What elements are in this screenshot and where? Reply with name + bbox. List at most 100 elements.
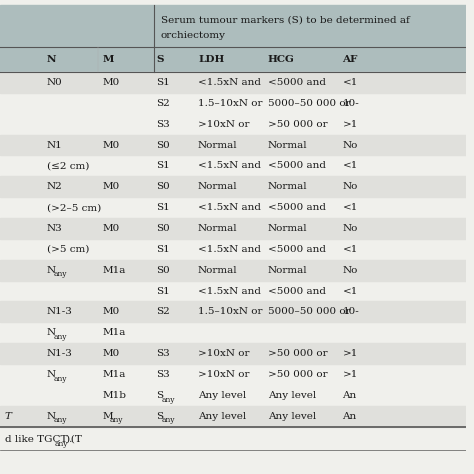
Text: Any level: Any level [268,412,316,420]
Text: Any level: Any level [268,391,316,400]
Text: any: any [161,396,175,403]
Text: M1a: M1a [102,266,126,274]
Bar [0,5,466,47]
Text: An: An [342,412,356,420]
Text: M1b: M1b [102,391,127,400]
Text: M0: M0 [102,308,120,316]
Text: <5000 and: <5000 and [268,78,326,87]
Text: No: No [342,224,358,233]
Text: 1.5–10xN or: 1.5–10xN or [198,308,263,316]
Text: S1: S1 [156,162,170,170]
Text: (>2–5 cm): (>2–5 cm) [46,203,101,212]
Text: 5000–50 000 or: 5000–50 000 or [268,99,350,108]
Text: M0: M0 [102,224,120,233]
Text: T: T [5,412,11,420]
Text: 5000–50 000 or: 5000–50 000 or [268,308,350,316]
Text: (≤2 cm): (≤2 cm) [46,162,89,170]
Text: (>5 cm): (>5 cm) [46,245,89,254]
Text: Normal: Normal [198,141,237,149]
Text: any: any [54,271,67,278]
Bar [0,72,466,93]
Text: any: any [161,417,175,424]
Text: <1.5xN and: <1.5xN and [198,287,261,295]
Text: No: No [342,141,358,149]
Text: N: N [46,266,56,274]
Text: <5000 and: <5000 and [268,287,326,295]
Text: M: M [102,412,113,420]
Bar [0,343,466,364]
Text: Normal: Normal [268,182,308,191]
Text: Any level: Any level [198,412,246,420]
Text: <1: <1 [342,162,358,170]
Bar [0,218,466,239]
Text: S0: S0 [156,182,170,191]
Text: 10-: 10- [342,99,359,108]
Text: any: any [54,417,67,424]
Text: any: any [54,375,67,383]
Text: >1: >1 [342,370,358,379]
Text: N: N [46,370,56,379]
Text: S3: S3 [156,370,170,379]
Text: <5000 and: <5000 and [268,162,326,170]
Text: any: any [55,440,68,447]
Text: N0: N0 [46,78,63,87]
Text: M0: M0 [102,78,120,87]
Text: >50 000 or: >50 000 or [268,370,328,379]
Text: N: N [46,412,56,420]
Text: LDH: LDH [198,55,224,64]
Text: Normal: Normal [198,182,237,191]
Text: N: N [46,55,56,64]
Bar [0,260,466,281]
Bar [0,135,466,155]
Text: S1: S1 [156,245,170,254]
Text: >10xN or: >10xN or [198,120,249,128]
Bar [0,176,466,197]
Text: No: No [342,266,358,274]
Text: S1: S1 [156,78,170,87]
Text: S3: S3 [156,120,170,128]
Text: M1a: M1a [102,370,126,379]
Text: N3: N3 [46,224,63,233]
Text: Normal: Normal [268,266,308,274]
Text: orchiectomy: orchiectomy [161,31,226,40]
Text: ).: ). [65,435,73,444]
Text: 10-: 10- [342,308,359,316]
Bar [0,301,466,322]
Text: M1a: M1a [102,328,126,337]
Text: d like TGCT (T: d like TGCT (T [5,435,82,444]
Text: AF: AF [342,55,358,64]
Text: <1.5xN and: <1.5xN and [198,245,261,254]
Text: M0: M0 [102,349,120,358]
Text: An: An [342,391,356,400]
Text: >10xN or: >10xN or [198,370,249,379]
Text: 1.5–10xN or: 1.5–10xN or [198,99,263,108]
Text: >1: >1 [342,120,358,128]
Text: Normal: Normal [198,224,237,233]
Text: S: S [156,391,163,400]
Text: HCG: HCG [268,55,295,64]
Text: Any level: Any level [198,391,246,400]
Text: M0: M0 [102,182,120,191]
Text: S0: S0 [156,141,170,149]
Text: Normal: Normal [268,141,308,149]
Text: <1.5xN and: <1.5xN and [198,162,261,170]
Text: Serum tumour markers (S) to be determined af: Serum tumour markers (S) to be determine… [161,15,410,24]
Text: >10xN or: >10xN or [198,349,249,358]
Text: S3: S3 [156,349,170,358]
Text: Normal: Normal [268,224,308,233]
Text: S0: S0 [156,266,170,274]
Text: <1.5xN and: <1.5xN and [198,203,261,212]
Text: any: any [109,417,123,424]
Text: S: S [156,55,164,64]
Text: N1: N1 [46,141,63,149]
Text: any: any [54,333,67,341]
Text: N1-3: N1-3 [46,308,73,316]
Text: No: No [342,182,358,191]
Text: N: N [46,328,56,337]
Text: S2: S2 [156,308,170,316]
Text: <1: <1 [342,203,358,212]
Text: >50 000 or: >50 000 or [268,120,328,128]
Text: >50 000 or: >50 000 or [268,349,328,358]
Text: <1: <1 [342,287,358,295]
Text: M: M [102,55,114,64]
